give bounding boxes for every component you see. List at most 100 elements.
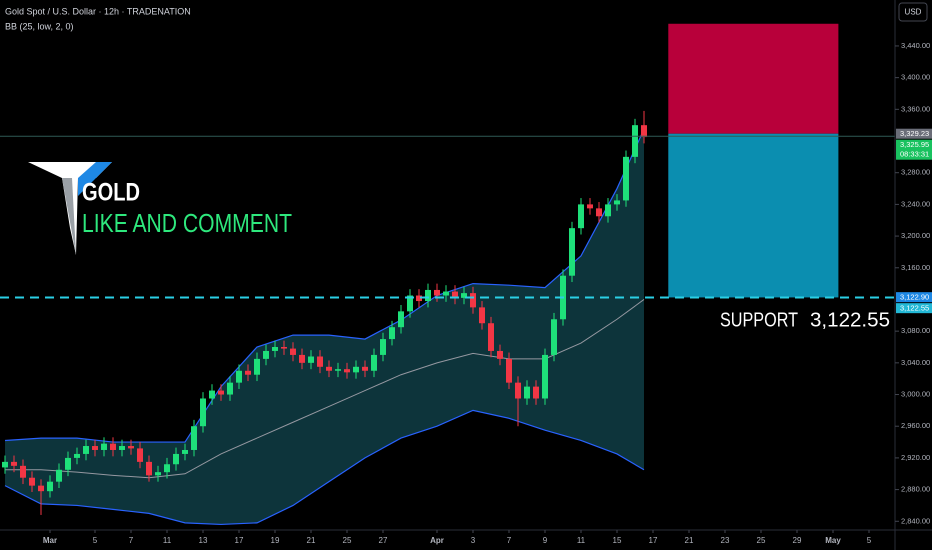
x-tick-label: 23: [721, 536, 730, 545]
candle-body: [29, 477, 36, 486]
logo: [28, 162, 112, 255]
x-tick-label: 5: [867, 536, 872, 545]
candle-body: [83, 446, 90, 454]
candle-body: [236, 370, 243, 383]
candle-body: [451, 291, 458, 298]
candle-body: [604, 204, 611, 217]
candle-body: [622, 156, 629, 201]
candle-body: [316, 356, 323, 367]
price-label-timer: 08:33:31: [900, 150, 929, 159]
y-tick-label: 3,000.00: [901, 390, 930, 399]
x-tick-label: 13: [199, 536, 208, 545]
y-tick-label: 3,440.00: [901, 41, 930, 50]
candle-body: [101, 443, 108, 450]
candle-body: [262, 350, 269, 359]
candle-body: [361, 366, 368, 371]
x-tick-label: 9: [543, 536, 548, 545]
candle-body: [523, 386, 530, 399]
x-tick-label: 11: [577, 536, 586, 545]
candle-body: [74, 453, 81, 458]
candle-body: [550, 319, 557, 355]
x-tick-label: 17: [649, 536, 658, 545]
candle-body: [370, 354, 377, 371]
candle-body: [2, 461, 9, 468]
x-tick-label: May: [825, 536, 841, 545]
candle-body: [245, 370, 252, 375]
candle-body: [191, 426, 198, 450]
y-tick-label: 2,960.00: [901, 421, 930, 430]
y-tick-label: 3,080.00: [901, 326, 930, 335]
x-tick-label: 25: [757, 536, 766, 545]
candle-body: [505, 358, 512, 383]
candle-body: [110, 443, 117, 450]
x-tick-label: 3: [471, 536, 476, 545]
candle-body: [209, 390, 216, 399]
candle-body: [577, 204, 584, 229]
price-label-box: [896, 303, 932, 314]
candle-body: [227, 382, 234, 395]
candle-body: [586, 204, 593, 209]
candle-body: [442, 291, 449, 296]
candle-body: [595, 208, 602, 217]
candle-body: [92, 446, 99, 450]
support-value: 3,122.55: [810, 310, 890, 332]
candle-body: [47, 481, 54, 492]
currency-button[interactable]: [898, 2, 928, 22]
y-tick-label: 3,240.00: [901, 199, 930, 208]
candle-body: [38, 485, 45, 492]
candle-body: [200, 398, 207, 427]
candle-body: [388, 327, 395, 340]
band-fill: [5, 129, 644, 525]
candle-body: [532, 386, 539, 399]
candle-body: [289, 348, 296, 355]
band-lower: [4, 409, 645, 526]
candle-body: [433, 289, 440, 296]
x-tick-label: 7: [129, 536, 134, 545]
y-tick-label: 3,280.00: [901, 168, 930, 177]
indicator-label: BB (25, low, 2, 0): [5, 21, 74, 31]
y-tick-label: 3,360.00: [901, 104, 930, 113]
candle-body: [119, 446, 126, 450]
candle-body: [334, 369, 341, 371]
logo-accent: [78, 162, 112, 196]
x-tick-label: 19: [271, 536, 280, 545]
x-tick-label: 11: [163, 536, 172, 545]
y-tick-label: 3,040.00: [901, 358, 930, 367]
x-tick-label: 21: [307, 536, 316, 545]
reward-box: [668, 133, 839, 298]
candle-body: [128, 446, 135, 449]
candle-body: [56, 469, 63, 482]
candle-body: [496, 350, 503, 359]
plot-area: [0, 23, 895, 526]
candle-body: [487, 323, 494, 351]
candle-body: [631, 125, 638, 157]
y-tick-label: 3,160.00: [901, 263, 930, 272]
candle-body: [137, 448, 144, 462]
y-tick-label: 3,200.00: [901, 231, 930, 240]
candle-body: [20, 465, 27, 478]
candle-body: [469, 293, 476, 308]
candle-body: [65, 457, 72, 470]
y-tick-label: 2,920.00: [901, 453, 930, 462]
candle-body: [406, 295, 413, 312]
candle-body: [298, 354, 305, 363]
candle-body: [541, 354, 548, 399]
candle-body: [182, 449, 189, 454]
candle-body: [514, 382, 521, 399]
price-label-box: [896, 139, 932, 160]
y-tick-label: 3,400.00: [901, 73, 930, 82]
overlay-title: GOLD: [82, 179, 140, 207]
x-tick-label: 5: [93, 536, 98, 545]
x-tick-label: 21: [685, 536, 694, 545]
x-tick-label: 27: [379, 536, 388, 545]
y-tick-label: 2,840.00: [901, 516, 930, 525]
x-tick-label: 7: [507, 536, 512, 545]
candle-body: [568, 228, 575, 276]
candle-body: [379, 339, 386, 355]
price-label: 3,122.90: [900, 293, 929, 302]
price-label: 3,325.95: [900, 140, 929, 149]
candle-body: [173, 453, 180, 465]
x-tick-label: 17: [235, 536, 244, 545]
candle-body: [415, 295, 422, 302]
